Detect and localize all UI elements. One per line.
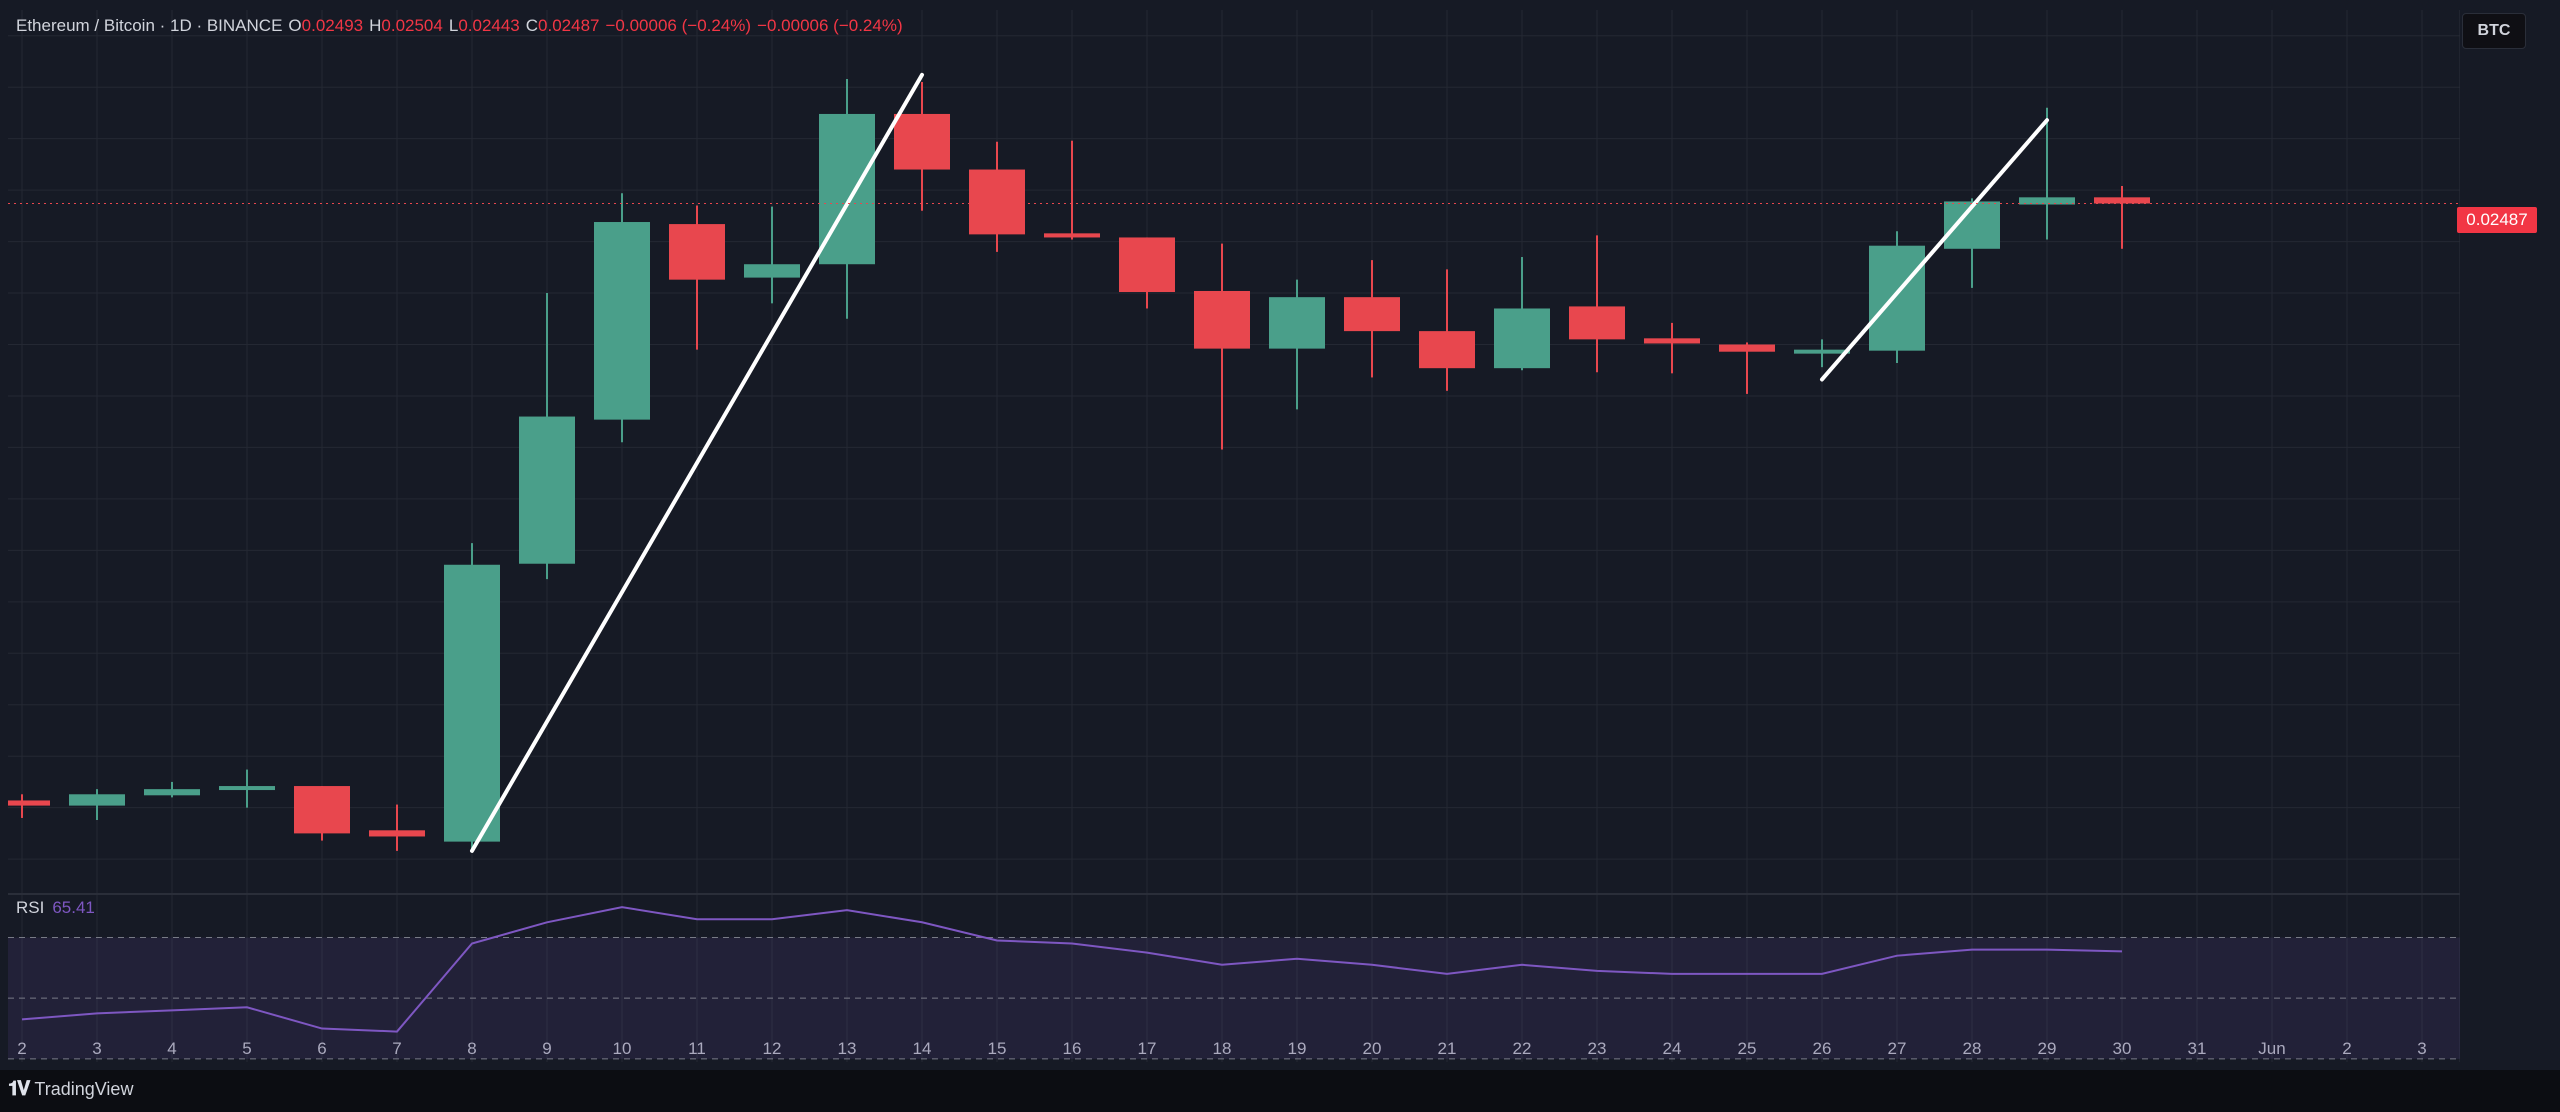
trendline[interactable] xyxy=(1820,118,2049,382)
candle-body[interactable] xyxy=(8,800,50,806)
date-tick-label: 18 xyxy=(1213,1039,1232,1058)
candle-body[interactable] xyxy=(1419,331,1475,369)
candle-body[interactable] xyxy=(1494,308,1550,369)
low-label: L xyxy=(448,16,459,35)
candle-body[interactable] xyxy=(1794,349,1850,354)
tradingview-mark-icon: 𝟏𝐕 xyxy=(8,1078,30,1100)
date-tick-label: 5 xyxy=(242,1039,251,1058)
date-tick-label: 29 xyxy=(2038,1039,2057,1058)
trendline[interactable] xyxy=(470,72,924,853)
date-tick-label: 30 xyxy=(2113,1039,2132,1058)
candle-body[interactable] xyxy=(519,416,575,564)
candle-body[interactable] xyxy=(69,794,125,806)
date-tick-label: 2 xyxy=(2342,1039,2351,1058)
candle-body[interactable] xyxy=(1269,297,1325,349)
chart-area[interactable]: 0.026500.026000.025500.025000.024500.024… xyxy=(8,10,2460,1062)
candle-body[interactable] xyxy=(1569,306,1625,340)
date-tick-label: 20 xyxy=(1363,1039,1382,1058)
candle-body[interactable] xyxy=(594,222,650,420)
brand-name: TradingView xyxy=(34,1079,134,1099)
date-tick-label: 2 xyxy=(17,1039,26,1058)
high-label: H xyxy=(369,16,382,35)
date-tick-label: 22 xyxy=(1513,1039,1532,1058)
candle-body[interactable] xyxy=(294,786,350,834)
change-value-2: −0.00006 (−0.24%) xyxy=(757,16,903,35)
rsi-line[interactable] xyxy=(21,906,2123,1033)
candle-body[interactable] xyxy=(1869,245,1925,351)
high-value: 0.02504 xyxy=(381,16,443,35)
date-tick-label: 21 xyxy=(1438,1039,1457,1058)
last-price-tag: 0.02487 xyxy=(2457,207,2537,233)
currency-badge[interactable]: BTC xyxy=(2462,13,2526,49)
date-tick-label: 6 xyxy=(317,1039,326,1058)
date-tick-label: 24 xyxy=(1663,1039,1682,1058)
candle-body[interactable] xyxy=(2019,197,2075,205)
candle-body[interactable] xyxy=(444,564,500,842)
close-value: 0.02487 xyxy=(538,16,600,35)
open-label: O xyxy=(288,16,302,35)
candle-body[interactable] xyxy=(744,264,800,278)
rsi-legend: RSI 65.41 xyxy=(16,898,95,918)
tradingview-logo[interactable]: 𝟏𝐕 TradingView xyxy=(8,1078,133,1101)
candle-body[interactable] xyxy=(1344,297,1400,332)
date-tick-label: Jun xyxy=(2258,1039,2285,1058)
candle-body[interactable] xyxy=(894,113,950,170)
candle-body[interactable] xyxy=(1194,290,1250,349)
candle-body[interactable] xyxy=(669,224,725,280)
symbol-legend: Ethereum / Bitcoin · 1D · BINANCE O0.024… xyxy=(16,16,903,36)
candle-body[interactable] xyxy=(1719,344,1775,352)
date-tick-label: 3 xyxy=(2417,1039,2426,1058)
date-tick-label: 9 xyxy=(542,1039,551,1058)
date-tick-label: 26 xyxy=(1813,1039,1832,1058)
symbol-title[interactable]: Ethereum / Bitcoin · 1D · BINANCE xyxy=(16,16,283,35)
date-tick-label: 11 xyxy=(688,1039,706,1058)
candle-body[interactable] xyxy=(144,789,200,796)
date-tick-label: 14 xyxy=(913,1039,932,1058)
candle-body[interactable] xyxy=(1644,338,1700,344)
footer-bar xyxy=(0,1070,2560,1112)
change-value: −0.00006 (−0.24%) xyxy=(605,16,752,35)
date-tick-label: 31 xyxy=(2188,1039,2207,1058)
chart-svg[interactable]: 0.026500.026000.025500.025000.024500.024… xyxy=(8,10,2460,1062)
date-tick-label: 28 xyxy=(1963,1039,1982,1058)
date-tick-label: 19 xyxy=(1288,1039,1307,1058)
date-tick-label: 3 xyxy=(92,1039,101,1058)
date-tick-label: 16 xyxy=(1063,1039,1082,1058)
date-tick-label: 7 xyxy=(392,1039,401,1058)
low-value: 0.02443 xyxy=(458,16,520,35)
open-value: 0.02493 xyxy=(301,16,364,35)
date-tick-label: 25 xyxy=(1738,1039,1757,1058)
candle-body[interactable] xyxy=(369,830,425,837)
rsi-label[interactable]: RSI xyxy=(16,898,45,917)
candle-body[interactable] xyxy=(2094,197,2150,204)
rsi-value: 65.41 xyxy=(52,898,95,917)
date-tick-label: 27 xyxy=(1888,1039,1907,1058)
date-tick-label: 10 xyxy=(613,1039,632,1058)
date-tick-label: 12 xyxy=(763,1039,782,1058)
date-tick-label: 15 xyxy=(988,1039,1007,1058)
candle-body[interactable] xyxy=(969,169,1025,235)
candle-body[interactable] xyxy=(1119,237,1175,293)
date-tick-label: 13 xyxy=(838,1039,857,1058)
date-tick-label: 17 xyxy=(1138,1039,1157,1058)
date-tick-label: 23 xyxy=(1588,1039,1607,1058)
candle-body[interactable] xyxy=(1044,233,1100,238)
date-tick-label: 4 xyxy=(167,1039,176,1058)
date-tick-label: 8 xyxy=(467,1039,476,1058)
candle-body[interactable] xyxy=(219,786,275,791)
close-label: C xyxy=(525,16,539,35)
